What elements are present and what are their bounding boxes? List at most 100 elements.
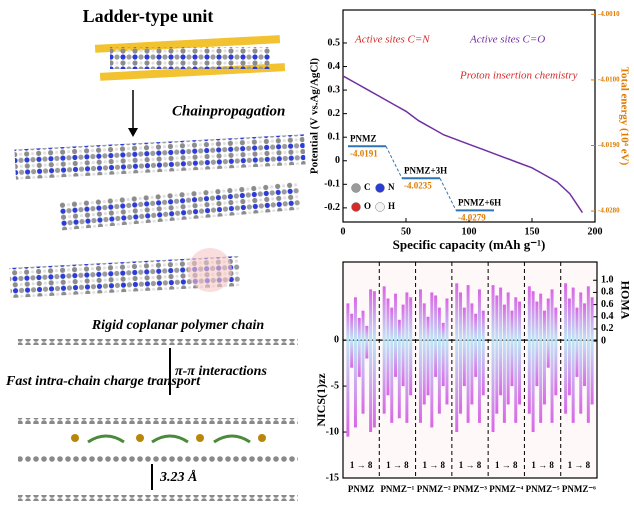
group-label: PNMZ⁻⁴ bbox=[489, 484, 523, 494]
homa-bar bbox=[430, 292, 434, 341]
legend-marker bbox=[351, 202, 361, 212]
y-tick-label: 0.2 bbox=[328, 108, 341, 119]
nics-bar bbox=[564, 340, 568, 414]
level-connector bbox=[439, 178, 457, 211]
y2-tick-label: -4.0280 bbox=[598, 207, 620, 215]
level-value: -4.0279 bbox=[458, 212, 486, 222]
homa-bar bbox=[418, 289, 422, 341]
nics-bar bbox=[510, 340, 514, 387]
homa-bar bbox=[575, 307, 579, 341]
homa-bar bbox=[583, 303, 587, 341]
group-label: PNMZ⁻² bbox=[417, 484, 451, 494]
nics-bar bbox=[527, 340, 531, 414]
homa-bar bbox=[441, 322, 445, 341]
y-tick-label: -5 bbox=[331, 380, 339, 391]
homa-bar bbox=[382, 286, 386, 341]
y-tick-label: 0.4 bbox=[328, 61, 341, 72]
level-name: PNMZ bbox=[350, 133, 377, 143]
homa-bar bbox=[350, 313, 354, 341]
nics-bar bbox=[405, 340, 409, 423]
homa-bar bbox=[361, 310, 365, 341]
nics-bar bbox=[445, 340, 449, 405]
nics-bar bbox=[441, 340, 445, 387]
nics-bar bbox=[590, 340, 594, 405]
homa-bar bbox=[459, 292, 463, 341]
nics-bar bbox=[430, 340, 434, 428]
homa-bar bbox=[506, 292, 510, 341]
homa-bar bbox=[567, 298, 571, 341]
charge-carriers bbox=[71, 434, 266, 442]
homa-bar bbox=[571, 287, 575, 341]
legend-marker bbox=[375, 183, 385, 193]
homa-bar bbox=[422, 303, 426, 341]
x-tick-label: 50 bbox=[401, 226, 411, 237]
group-label: PNMZ⁻³ bbox=[453, 484, 487, 494]
legend-label: O bbox=[364, 201, 371, 211]
homa-bar bbox=[426, 316, 430, 341]
homa-bar bbox=[495, 295, 499, 341]
nics-bar bbox=[409, 340, 413, 396]
nics-bar bbox=[369, 340, 373, 433]
homa-bar bbox=[445, 298, 449, 341]
y2-tick-label: 1.0 bbox=[601, 275, 614, 286]
homa-bar bbox=[590, 297, 594, 341]
nics-bar bbox=[554, 340, 558, 396]
homa-bar bbox=[386, 298, 390, 341]
nics-bar bbox=[426, 340, 430, 396]
nics-bar bbox=[539, 340, 543, 423]
range-label: 1 → 8 bbox=[531, 460, 554, 470]
arrow-head bbox=[128, 128, 138, 137]
polymer-chain bbox=[18, 339, 298, 345]
annotation: Active sites C=N bbox=[354, 34, 430, 46]
y-tick-label: 0.5 bbox=[328, 37, 341, 48]
group-label: PNMZ⁻⁵ bbox=[526, 484, 560, 494]
nics-bar bbox=[466, 340, 470, 423]
x-tick-label: 0 bbox=[341, 226, 346, 237]
y2-tick-label: 0.6 bbox=[601, 299, 614, 310]
homa-bar bbox=[579, 292, 583, 341]
nics-bar bbox=[575, 340, 579, 377]
legend-label: C bbox=[364, 182, 371, 192]
homa-bar bbox=[535, 301, 539, 341]
nics-bar bbox=[502, 340, 506, 423]
interaction-label: π-π interactions bbox=[175, 364, 267, 379]
nics-bar bbox=[394, 340, 398, 377]
homa-bar bbox=[527, 286, 531, 341]
step-label: Chainpropagation bbox=[172, 103, 285, 119]
annotation: Proton insertion chemistry bbox=[459, 70, 578, 82]
nics-bar bbox=[491, 340, 495, 433]
homa-bar bbox=[466, 285, 470, 341]
nics-bar bbox=[397, 340, 401, 419]
homa-bar bbox=[405, 292, 409, 341]
y2-axis-title: Total energy (10⁴ eV) bbox=[618, 67, 630, 166]
nics-bar bbox=[459, 340, 463, 414]
y2-tick-label: -4.0100 bbox=[598, 76, 620, 84]
nics-bar bbox=[390, 340, 394, 423]
nics-bar bbox=[474, 340, 478, 377]
level-connector bbox=[385, 146, 403, 179]
nics-bar bbox=[365, 340, 369, 359]
homa-bar bbox=[462, 307, 466, 341]
ladder-unit bbox=[94, 35, 286, 81]
homa-bar bbox=[365, 325, 369, 341]
homa-bar bbox=[510, 310, 514, 341]
nics-bar bbox=[346, 340, 350, 437]
homa-bar bbox=[397, 319, 401, 341]
nics-bar bbox=[518, 340, 522, 405]
homa-bar bbox=[564, 283, 568, 341]
y-tick-label: -0.2 bbox=[324, 202, 340, 213]
nics-bar bbox=[542, 340, 546, 405]
nics-bar bbox=[586, 340, 590, 423]
range-label: 1 → 8 bbox=[568, 460, 591, 470]
nics-bar bbox=[550, 340, 554, 423]
nics-bar bbox=[579, 340, 583, 414]
level-name: PNMZ+6H bbox=[458, 197, 501, 207]
y-tick-label: 0.1 bbox=[328, 131, 341, 142]
y-tick-label: 0.3 bbox=[328, 84, 341, 95]
nics-bar bbox=[567, 340, 571, 396]
nics-bar bbox=[546, 340, 550, 368]
level-value: -4.0235 bbox=[404, 180, 432, 190]
nics-bar bbox=[477, 340, 481, 423]
y2-tick-label: 0.4 bbox=[601, 311, 614, 322]
